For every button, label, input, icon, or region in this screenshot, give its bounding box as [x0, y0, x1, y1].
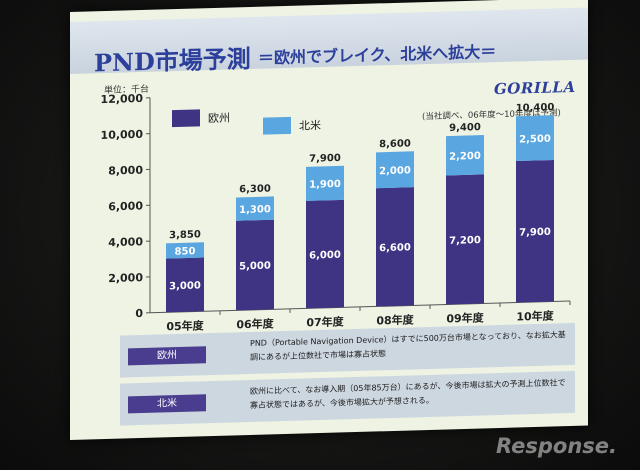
bar-total-label: 3,850	[169, 229, 201, 241]
bar-segment	[516, 159, 554, 303]
info-tag-north-america: 北米	[128, 394, 206, 414]
x-tick-label: 09年度	[446, 310, 484, 325]
bar-segment	[376, 151, 414, 189]
legend-swatch-europe	[172, 109, 200, 128]
bar-segment	[446, 174, 484, 305]
bar-value-label: 2,000	[379, 165, 411, 177]
bar-total-label: 9,400	[449, 122, 481, 134]
info-tag-europe: 欧州	[128, 346, 206, 366]
legend-swatch-north-america	[263, 116, 291, 135]
bar-segment	[236, 196, 274, 221]
bar-value-label: 2,200	[449, 151, 481, 163]
bar-total-label: 8,600	[379, 138, 411, 150]
bar-segment	[446, 135, 484, 176]
y-tick-label: 12,000	[101, 92, 144, 106]
bar-segment	[376, 187, 414, 307]
x-tick-label: 05年度	[166, 318, 204, 333]
y-tick-label: 2,000	[108, 271, 143, 285]
y-tick-label: 10,000	[101, 128, 144, 142]
info-row-north-america: 北米 欧州に比べて、なお導入期（05年85万台）にあるが、今後市場は拡大の予測上…	[120, 370, 575, 426]
bar-value-label: 6,000	[309, 250, 341, 262]
legend-label-europe: 欧州	[208, 112, 230, 126]
bar-value-label: 3,000	[169, 280, 201, 292]
legend-label-north-america: 北米	[299, 119, 321, 133]
x-tick-label: 06年度	[236, 316, 274, 331]
info-text-north-america: 欧州に比べて、なお導入期（05年85万台）にあるが、今後市場は拡大の予測上位数社…	[250, 378, 566, 410]
stacked-bar-chart: 0 2,000 4,000 6,000 8,000 10,000 12,000 3,000 85…	[101, 92, 571, 333]
bar-segment	[166, 257, 204, 313]
bar-segment	[166, 242, 204, 259]
bar-segment	[236, 219, 274, 311]
x-tick-label: 10年度	[516, 308, 554, 323]
info-text-europe: PND（Portable Navigation Device）はすでに500万台…	[250, 330, 566, 362]
bar-value-label: 7,900	[519, 227, 551, 239]
x-tick-label: 08年度	[376, 312, 414, 327]
bar-value-label: 2,500	[519, 134, 551, 146]
bar-total-label: 6,300	[239, 184, 271, 196]
presentation-slide: PND市場予測 ＝欧州でブレイク、北米へ拡大＝ 単位：千台 GORILLA (当…	[70, 0, 588, 441]
bar-value-label: 5,000	[239, 261, 271, 273]
bar-value-label: 850	[175, 246, 196, 258]
bar-segment	[306, 199, 344, 309]
bar-total-label: 7,900	[309, 153, 341, 165]
bar-value-label: 1,900	[309, 179, 341, 191]
bar-total-label: 10,400	[516, 102, 555, 114]
bar-value-label: 6,600	[379, 242, 411, 254]
bar-segment	[306, 165, 344, 201]
watermark-logo: Response.	[496, 434, 617, 458]
bar-value-label: 1,300	[239, 204, 271, 216]
bar-value-label: 7,200	[449, 235, 481, 247]
y-tick-label: 0	[135, 307, 143, 320]
bar-segment	[516, 115, 554, 162]
y-tick-label: 6,000	[108, 199, 143, 213]
x-tick-label: 07年度	[306, 314, 344, 329]
y-tick-label: 8,000	[108, 164, 143, 178]
y-tick-label: 4,000	[108, 235, 143, 249]
